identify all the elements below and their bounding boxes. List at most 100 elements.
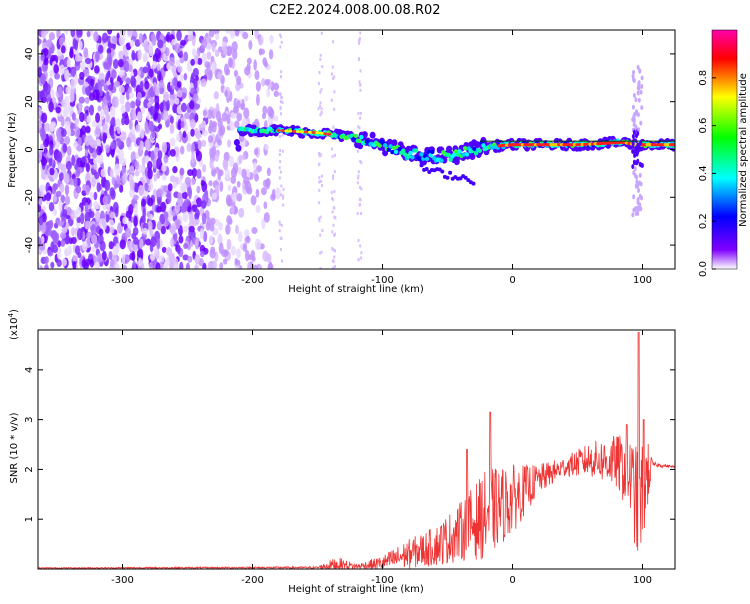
spectrogram-noise-cell [219,181,224,192]
spectrogram-noise-cell [139,128,145,139]
spectrogram-noise-cell [84,220,91,230]
spectrogram-noise-cell [150,150,155,161]
spectrogram-noise-cell [54,232,60,242]
spectrogram-noise-cell [76,206,82,215]
spectrogram-noise-cell [211,61,216,70]
spectrogram-noise-cell [172,165,178,174]
spectrogram-noise-cell [148,42,154,54]
spectrogram-noise-cell [147,160,153,170]
spectrogram-noise-cell [131,53,138,60]
spectrogram-streak-cell [332,77,335,81]
spectrogram-signal-peak [303,130,308,134]
snr-y-ticks: 1 2 3 4 [24,367,675,522]
spectrogram-noise-cell [94,220,101,227]
spectrogram-noise-cell [259,48,266,55]
spectrogram-streak-cell [330,72,333,76]
spectrogram-noise-cell [122,216,127,224]
spectrogram-streak-cell [357,238,360,242]
spectrogram-noise-cell [96,253,103,264]
spectrogram-noise-cell [91,234,98,245]
spectrogram-noise-cell [235,224,239,235]
y-tick-label: 0 [24,146,35,152]
spectrogram-noise-cell [49,144,54,156]
spectrogram-streak-cell [318,71,321,75]
spectrogram-noise-cell [203,230,208,243]
spectrogram-noise-cell [122,264,127,269]
snr-y-multiplier: (x104) [7,309,20,340]
spectrogram-noise-cell [57,220,65,227]
spectrogram-noise-cell [38,223,42,233]
spectrogram-noise-cell [194,264,199,269]
spectrogram-noise-cell [79,111,85,123]
spectrogram-noise-cell [169,148,176,157]
spectrogram-streak-cell [280,184,283,188]
spectrogram-noise-cell [266,167,271,177]
spectrogram-noise-cell [95,203,101,210]
spectrogram-noise-cell [260,187,267,196]
y-tick-label: -40 [24,237,35,253]
spectrogram-streak-cell [357,111,360,115]
spectrogram-noise-cell [101,217,106,226]
spectrogram-noise-cell [163,211,169,220]
spectrogram-noise-cell [102,132,107,144]
spectrogram-noise-cell [82,240,88,252]
spectrogram-noise-cell [91,152,98,159]
spectrogram-noise-cell [110,141,115,150]
spectrogram-streak-cell [280,70,283,74]
spectrogram-noise-cell [81,156,86,163]
spectrogram-noise-cell [44,122,51,132]
spectrogram-streak-cell [279,33,282,37]
spectrogram-noise-cell [46,39,53,48]
spectrogram-noise-cell [121,253,126,265]
spectrogram-noise-cell [105,61,112,71]
spectrogram-signal-peak [288,129,293,133]
spectrogram-noise-cell [176,244,181,255]
spectrogram-noise-cell [194,238,199,248]
spectrogram-noise-cell [267,106,274,117]
spectrogram-streak-cell [359,88,362,92]
spectrogram-noise-cell [48,157,53,167]
spectrogram-signal-core [393,149,399,155]
spectrogram-streak-cell [278,176,281,180]
spectrogram-noise-cell [96,145,102,156]
spectrogram-burst-cell [635,179,639,185]
spectrogram-streak-cell [332,174,335,178]
spectrogram-noise-cell [180,39,187,46]
spectrogram-noise-cell [264,178,271,190]
spectrogram-noise-cell [160,225,167,235]
colorbar-ticks: 0.0 0.2 0.4 0.6 0.8 [698,70,716,277]
spectrogram-signal-core [426,149,431,155]
snr-plot-area [38,330,675,569]
spectrogram-noise-cell [86,231,93,239]
spectrogram-noise-cell [96,182,101,193]
spectrogram-noise-cell [169,123,175,135]
spectrogram-noise-cell [268,49,274,60]
spectrogram-burst-cell [632,122,636,128]
spectrogram-streak-cell [317,81,320,85]
spectrogram-noise-cell [64,121,71,130]
spectrogram-noise-cell [72,38,77,50]
spectrogram-noise-cell [236,75,242,86]
spectrogram-noise-cell [166,192,172,204]
spectrogram-noise-cell [194,254,201,265]
spectrogram-noise-cell [58,200,63,213]
spectrogram-noise-cell [120,131,127,142]
spectrogram-streak-cell [359,69,362,73]
spectrogram-signal-core [477,148,482,153]
spectrogram-noise-cell [69,129,76,137]
spectrogram-streak-cell [317,152,320,156]
spectrogram-noise-cell [247,261,251,269]
spectrogram-noise-cell [176,133,181,142]
spectrogram-noise-cell [211,192,217,200]
spectrogram-signal-halo [233,138,240,146]
spectrogram-noise-cell [110,226,115,234]
spectrogram-noise-cell [61,258,67,267]
spectrogram-noise-cell [196,168,202,179]
spectrogram-noise-cell [202,164,207,173]
spectrogram-noise-cell [189,211,194,224]
spectrogram-noise-cell [158,123,162,130]
spectrogram-noise-cell [93,31,99,42]
spectrogram-noise-cell [169,137,176,147]
x-tick-label: 0 [509,575,515,586]
spectrogram-noise-cell [48,230,55,237]
